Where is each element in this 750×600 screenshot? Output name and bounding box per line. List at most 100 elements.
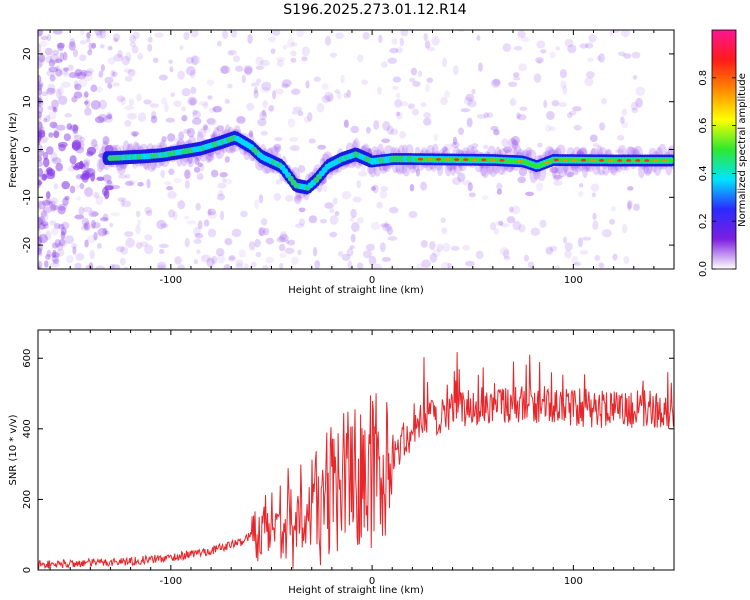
spectrogram-noise-blob xyxy=(329,208,335,214)
spectrogram-noise-blob xyxy=(376,201,383,209)
spectrogram-noise-blob xyxy=(573,170,579,176)
spectrogram-noise-blob xyxy=(343,119,349,128)
spectrogram-noise-blob xyxy=(145,210,153,217)
spectrogram-noise-blob xyxy=(501,138,509,147)
spectrogram-noise-blob xyxy=(105,180,114,191)
spectrogram-noise-blob xyxy=(537,58,542,65)
spectrogram-noise-blob xyxy=(585,42,594,49)
spectrogram-noise-blob xyxy=(380,185,388,192)
spectrogram-noise-blob xyxy=(535,56,544,64)
spectrogram-noise-blob xyxy=(178,131,185,141)
spectrogram-noise-blob xyxy=(533,73,542,83)
spectrogram-noise-blob xyxy=(436,243,444,253)
spectrogram-noise-blob xyxy=(317,144,327,150)
spectrogram-noise-blob xyxy=(477,62,483,72)
spectrogram-noise-blob xyxy=(79,182,85,190)
spectrogram-noise-blob xyxy=(192,109,198,116)
spectrogram-noise-blob xyxy=(102,213,109,221)
spectrogram-noise-blob xyxy=(102,174,112,182)
spectrogram-noise-blob xyxy=(157,141,166,148)
spectrogram-noise-blob xyxy=(51,204,59,211)
spectrogram-noise-blob xyxy=(582,236,592,241)
snr-xtick-label: 100 xyxy=(564,576,583,587)
spectrogram-noise-blob xyxy=(321,83,329,90)
spectrogram-noise-blob xyxy=(224,238,233,246)
spectrogram-noise-blob xyxy=(174,256,182,265)
spectrogram-noise-blob xyxy=(150,115,158,124)
spectrogram-noise-blob xyxy=(50,152,58,162)
spectrogram-noise-blob xyxy=(496,188,503,195)
spectrogram-ytick-label: -20 xyxy=(22,237,33,253)
spectrogram-noise-blob xyxy=(48,200,53,208)
spectrogram-ridge-peak xyxy=(608,159,614,162)
spectrogram-noise-blob xyxy=(154,32,164,38)
spectrogram-noise-blob xyxy=(268,105,275,112)
spectrogram-noise-blob xyxy=(262,100,268,109)
spectrogram-noise-blob xyxy=(392,85,399,91)
spectrogram-noise-blob xyxy=(95,265,105,269)
spectrogram-noise-blob xyxy=(423,33,428,42)
spectrogram-noise-blob xyxy=(297,164,306,174)
spectrogram-noise-blob xyxy=(312,247,318,257)
spectrogram-noise-blob xyxy=(518,224,526,233)
spectrogram-noise-blob xyxy=(591,192,597,198)
spectrogram-noise-blob xyxy=(483,144,489,149)
spectrogram-noise-blob xyxy=(132,132,138,138)
spectrogram-noise-blob xyxy=(460,108,471,113)
spectrogram-noise-blob xyxy=(549,167,559,174)
spectrogram-noise-blob xyxy=(38,204,41,213)
spectrogram-noise-blob xyxy=(81,172,89,183)
spectrogram-noise-blob xyxy=(313,76,321,82)
spectrogram-noise-blob xyxy=(301,46,311,57)
spectrogram-noise-blob xyxy=(627,201,632,212)
spectrogram-noise-blob xyxy=(38,87,43,96)
snr-xtick-label: 0 xyxy=(369,576,375,587)
spectrogram-noise-blob xyxy=(351,222,360,232)
spectrogram-noise-blob xyxy=(346,89,351,98)
spectrogram-noise-blob xyxy=(125,237,135,248)
spectrogram-ridge-peak xyxy=(617,159,623,162)
spectrogram-noise-blob xyxy=(136,219,142,226)
spectrogram-noise-blob xyxy=(73,134,83,141)
spectrogram-noise-blob xyxy=(468,192,476,198)
spectrogram-noise-blob xyxy=(152,57,159,63)
spectrogram-noise-blob xyxy=(72,165,81,171)
spectrogram-noise-blob xyxy=(621,223,628,234)
spectrogram-noise-blob xyxy=(45,171,55,179)
spectrogram-noise-blob xyxy=(440,96,448,106)
spectrogram-noise-blob xyxy=(86,68,94,74)
spectrogram-noise-blob xyxy=(58,239,68,248)
spectrogram-noise-blob xyxy=(282,44,288,50)
spectrogram-noise-blob xyxy=(83,222,89,230)
spectrogram-noise-blob xyxy=(343,92,348,99)
spectrogram-noise-blob xyxy=(144,206,153,214)
spectrogram-noise-blob xyxy=(189,70,196,79)
snr-x-label: Height of straight line (km) xyxy=(288,585,424,596)
spectrogram-noise-blob xyxy=(476,35,481,41)
spectrogram-noise-blob xyxy=(85,151,94,157)
spectrogram-noise-blob xyxy=(257,118,267,127)
spectrogram-noise-blob xyxy=(475,250,484,260)
spectrogram-noise-blob xyxy=(110,184,121,190)
spectrogram-noise-blob xyxy=(51,252,60,259)
spectrogram-noise-blob xyxy=(270,48,276,55)
spectrogram-noise-blob xyxy=(149,103,159,108)
spectrogram-noise-blob xyxy=(60,231,66,240)
spectrogram-noise-blob xyxy=(84,158,90,164)
spectrogram-noise-blob xyxy=(98,70,104,78)
spectrogram-noise-blob xyxy=(250,261,257,268)
spectrogram-noise-blob xyxy=(560,80,567,89)
spectrogram-ridge-peak xyxy=(472,158,478,162)
spectrogram-noise-blob xyxy=(74,72,80,79)
spectrogram-noise-blob xyxy=(161,136,167,142)
spectrogram-noise-blob xyxy=(183,31,190,41)
spectrogram-noise-blob xyxy=(350,233,356,243)
spectrogram-noise-blob xyxy=(95,30,103,39)
spectrogram-noise-blob xyxy=(221,30,229,39)
spectrogram-noise-blob xyxy=(271,30,281,36)
spectrogram-noise-blob xyxy=(223,264,232,269)
spectrogram-noise-blob xyxy=(279,252,287,258)
spectrogram-noise-blob xyxy=(512,72,520,78)
spectrogram-noise-blob xyxy=(415,168,421,177)
